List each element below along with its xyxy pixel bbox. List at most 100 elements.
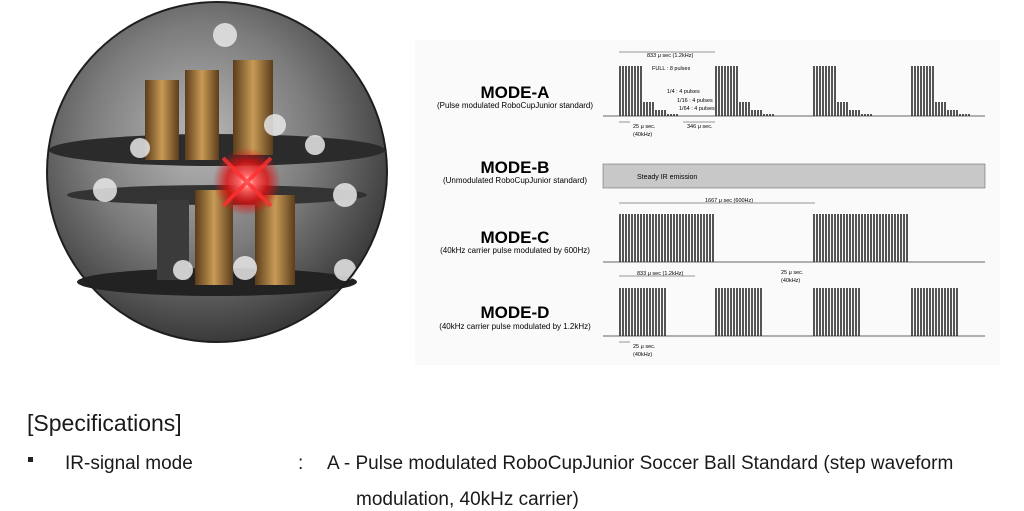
pulse — [712, 214, 714, 262]
pulse — [855, 288, 857, 336]
pulse — [935, 102, 937, 116]
mode-b-label: Steady IR emission — [637, 174, 697, 181]
pulse — [813, 66, 815, 116]
pulse — [813, 288, 815, 336]
pulse — [926, 288, 928, 336]
pulse — [742, 102, 744, 116]
pulse — [637, 214, 639, 262]
mode-a-subtitle: (Pulse modulated RoboCupJunior standard) — [437, 101, 593, 110]
pulse — [849, 214, 851, 262]
mode-d-block: MODE-D (40kHz carrier pulse modulated by… — [439, 270, 985, 358]
pulse — [956, 288, 958, 336]
pulse — [760, 288, 762, 336]
pulse — [757, 110, 759, 116]
mode-b-title: MODE-B — [481, 158, 550, 177]
pulse — [867, 114, 869, 116]
pulse — [831, 288, 833, 336]
pulse — [697, 214, 699, 262]
pulse — [849, 288, 851, 336]
pulse — [727, 288, 729, 336]
pulse — [855, 110, 857, 116]
pulse — [634, 214, 636, 262]
pulse — [658, 214, 660, 262]
pulse — [664, 214, 666, 262]
pulse — [834, 66, 836, 116]
pulse — [914, 288, 916, 336]
pulse — [688, 214, 690, 262]
pulse — [840, 102, 842, 116]
pulse — [748, 288, 750, 336]
pulse — [900, 214, 902, 262]
mode-c-subtitle: (40kHz carrier pulse modulated by 600Hz) — [440, 246, 590, 255]
pulse — [876, 214, 878, 262]
pulse — [754, 110, 756, 116]
mode-a-waveform — [619, 66, 970, 116]
pulse — [861, 214, 863, 262]
pulse — [816, 66, 818, 116]
pulse — [670, 114, 672, 116]
pulse — [721, 288, 723, 336]
mode-a-block: MODE-A (Pulse modulated RoboCupJunior st… — [437, 51, 985, 138]
ir-mode-diagram: MODE-A (Pulse modulated RoboCupJunior st… — [415, 40, 1000, 365]
pulse — [870, 114, 872, 116]
pulse — [655, 288, 657, 336]
ir-ball-photo — [46, 1, 388, 343]
spec-row-ir-signal-mode: IR-signal mode : A - Pulse modulated Rob… — [0, 453, 1024, 479]
pulse — [760, 110, 762, 116]
pulse — [819, 288, 821, 336]
pulse — [852, 110, 854, 116]
pulse — [843, 214, 845, 262]
pulse — [646, 102, 648, 116]
pulse — [640, 288, 642, 336]
pulse — [825, 288, 827, 336]
mode-b-subtitle: (Unmodulated RoboCupJunior standard) — [443, 176, 587, 185]
pulse — [873, 214, 875, 262]
pulse — [834, 214, 836, 262]
pulse — [664, 110, 666, 116]
pulse — [622, 288, 624, 336]
mode-d-carrier: 25 μ sec. — [633, 344, 656, 350]
pulse — [619, 214, 621, 262]
pulse — [947, 110, 949, 116]
pulse — [947, 288, 949, 336]
bullet-icon — [28, 457, 33, 462]
pulse — [938, 102, 940, 116]
pulse — [667, 114, 669, 116]
mode-a-carrier-freq: (40kHz) — [633, 132, 652, 138]
pulse — [932, 288, 934, 336]
pulse — [733, 288, 735, 336]
mode-c-waveform — [619, 214, 908, 262]
pulse — [643, 102, 645, 116]
pulse — [867, 214, 869, 262]
pulse — [679, 214, 681, 262]
pulse — [706, 214, 708, 262]
pulse — [745, 288, 747, 336]
pulse — [709, 214, 711, 262]
pulse — [914, 66, 916, 116]
pulse — [834, 288, 836, 336]
pulse — [813, 214, 815, 262]
pulse — [917, 66, 919, 116]
pulse — [840, 214, 842, 262]
pulse — [703, 214, 705, 262]
pulse — [724, 66, 726, 116]
pulse — [923, 288, 925, 336]
pulse — [631, 288, 633, 336]
pulse — [694, 214, 696, 262]
pulse — [903, 214, 905, 262]
pulse — [891, 214, 893, 262]
pulse — [730, 66, 732, 116]
pulse — [691, 214, 693, 262]
mode-a-sixtyfourth: 1/64 : 4 pulses — [679, 106, 715, 112]
pulse — [944, 288, 946, 336]
mode-a-full: FULL : 8 pulses — [652, 66, 691, 72]
pulse — [772, 114, 774, 116]
pulse — [625, 288, 627, 336]
pulse — [929, 288, 931, 336]
mode-a-carrier: 25 μ sec. — [633, 124, 656, 130]
pulse — [962, 114, 964, 116]
pulse — [652, 288, 654, 336]
pulse — [751, 110, 753, 116]
mode-a-sixteenth: 1/16 : 4 pulses — [677, 98, 713, 104]
pulse — [882, 214, 884, 262]
